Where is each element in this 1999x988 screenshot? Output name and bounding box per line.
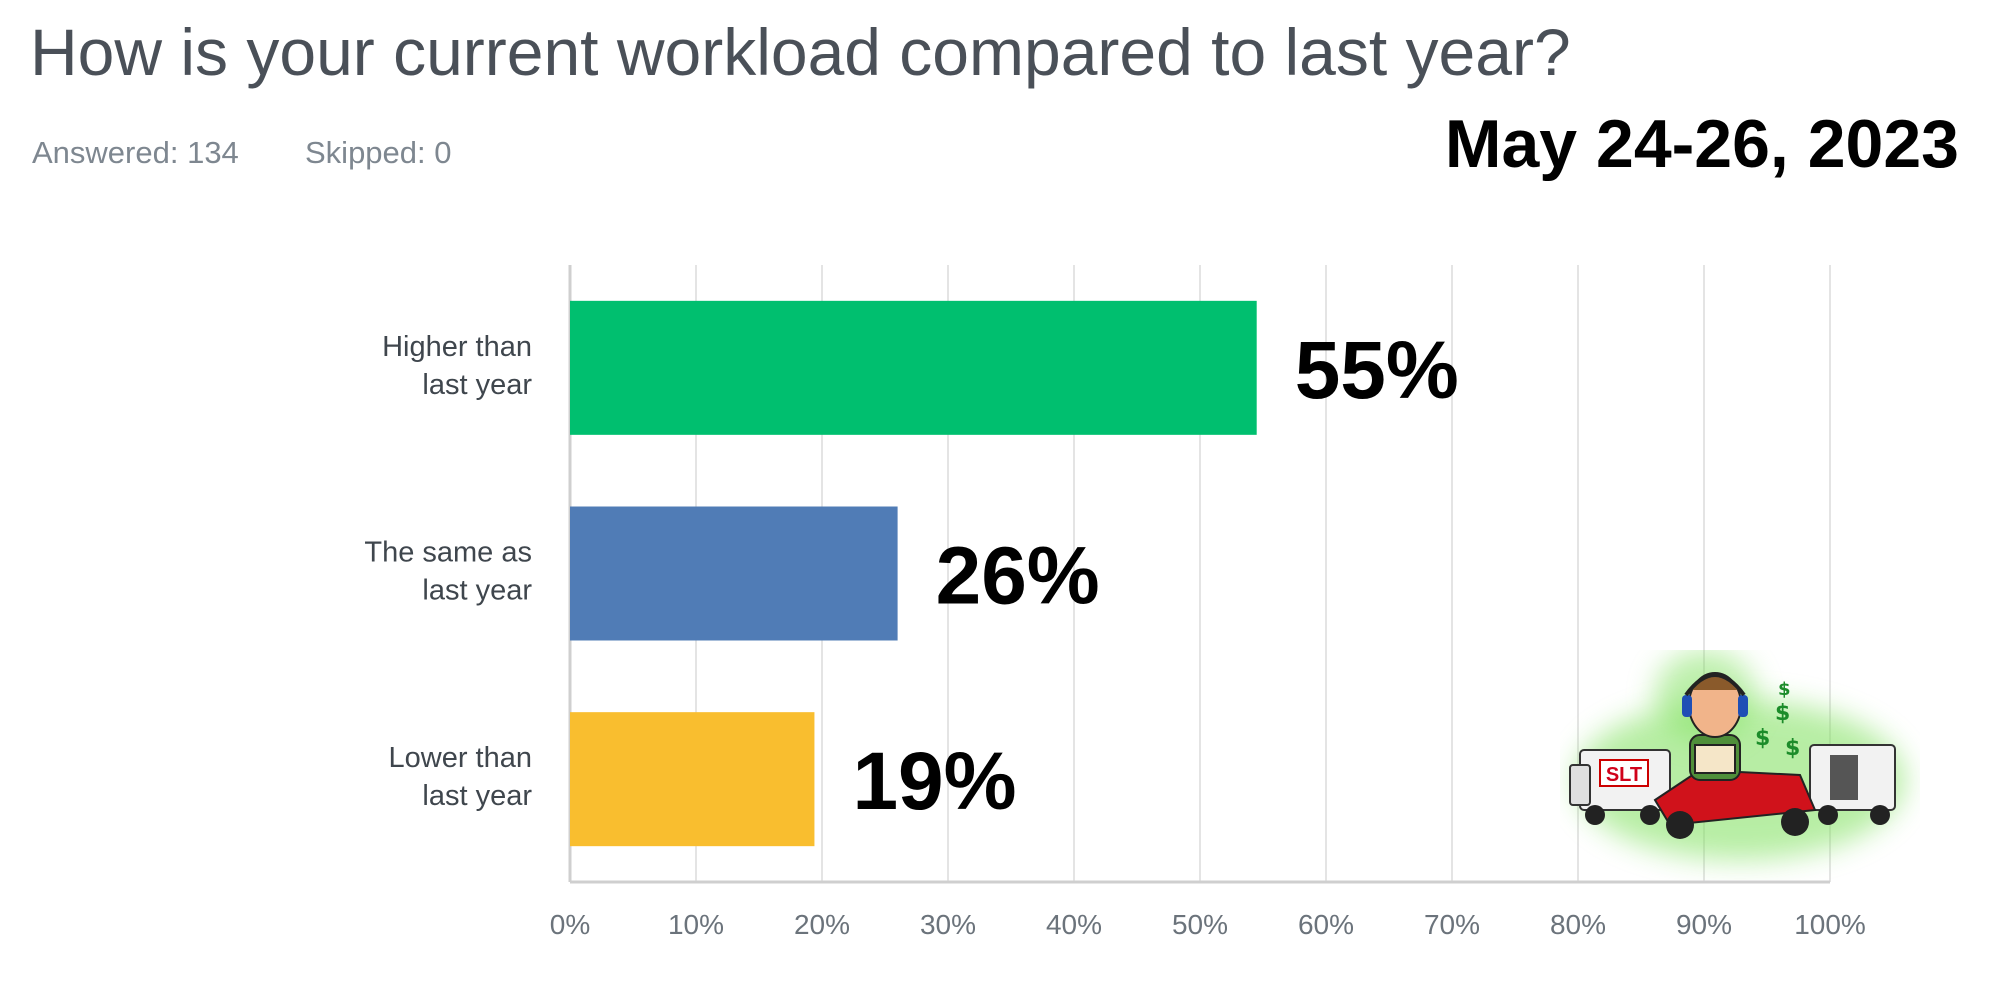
svg-text:$: $: [1775, 701, 1790, 726]
value-label: 55%: [1295, 325, 1459, 416]
x-tick-label: 70%: [1424, 909, 1480, 940]
bar: [570, 712, 815, 847]
category-label: Higher than: [382, 331, 532, 363]
skipped-count: Skipped: 0: [305, 135, 452, 170]
logo-slt-text: SLT: [1606, 764, 1642, 786]
value-label: 19%: [852, 736, 1016, 827]
chart-title: How is your current workload compared to…: [30, 15, 1571, 89]
bar: [570, 506, 898, 641]
svg-text:$: $: [1778, 679, 1791, 700]
x-tick-label: 50%: [1172, 909, 1228, 940]
x-tick-label: 60%: [1298, 909, 1354, 940]
category-label: last year: [422, 780, 532, 812]
slt-mascot-logo: SLT $ $ $ $: [1569, 650, 1905, 860]
x-tick-label: 90%: [1676, 909, 1732, 940]
x-tick-label: 10%: [668, 909, 724, 940]
category-label: last year: [422, 575, 532, 607]
value-label: 26%: [936, 531, 1100, 622]
category-label: Lower than: [389, 742, 533, 774]
x-tick-label: 20%: [794, 909, 850, 940]
x-tick-label: 30%: [920, 909, 976, 940]
category-label: last year: [422, 369, 532, 401]
svg-text:$: $: [1755, 726, 1770, 751]
category-label: The same as: [364, 537, 532, 569]
answered-count: Answered: 134: [32, 135, 239, 170]
x-tick-label: 40%: [1046, 909, 1102, 940]
survey-date: May 24-26, 2023: [1444, 106, 1959, 182]
x-tick-label: 100%: [1794, 909, 1866, 940]
bar: [570, 300, 1257, 435]
x-tick-label: 0%: [550, 909, 590, 940]
svg-text:$: $: [1785, 736, 1800, 761]
x-tick-label: 80%: [1550, 909, 1606, 940]
